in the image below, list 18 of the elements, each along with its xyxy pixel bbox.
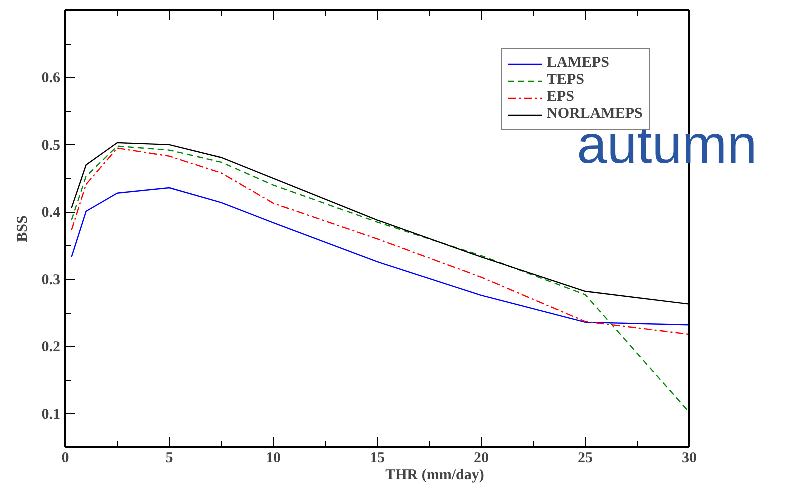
x-tick-label: 5 bbox=[166, 450, 174, 466]
x-tick-label: 25 bbox=[578, 450, 593, 466]
x-tick-label: 30 bbox=[682, 450, 697, 466]
y-tick-label: 0.5 bbox=[42, 138, 60, 154]
y-tick-label: 0.6 bbox=[42, 70, 61, 87]
y-tick-label: 0.3 bbox=[42, 272, 60, 288]
y-tick-label: 0.4 bbox=[42, 205, 61, 222]
x-tick-label: 10 bbox=[266, 450, 281, 466]
x-tick-label: 15 bbox=[370, 450, 385, 466]
y-tick-label: 0.2 bbox=[42, 340, 60, 356]
x-axis-title: THR (mm/day) bbox=[386, 468, 484, 484]
y-axis-title: BSS bbox=[14, 216, 31, 242]
legend-label: TEPS bbox=[547, 72, 585, 89]
x-tick-label: 20 bbox=[474, 450, 489, 466]
legend-label: EPS bbox=[547, 89, 575, 106]
x-tick-label: 0 bbox=[62, 450, 70, 466]
legend-label: LAMEPS bbox=[547, 55, 610, 72]
y-tick-label: 0.1 bbox=[42, 406, 60, 423]
